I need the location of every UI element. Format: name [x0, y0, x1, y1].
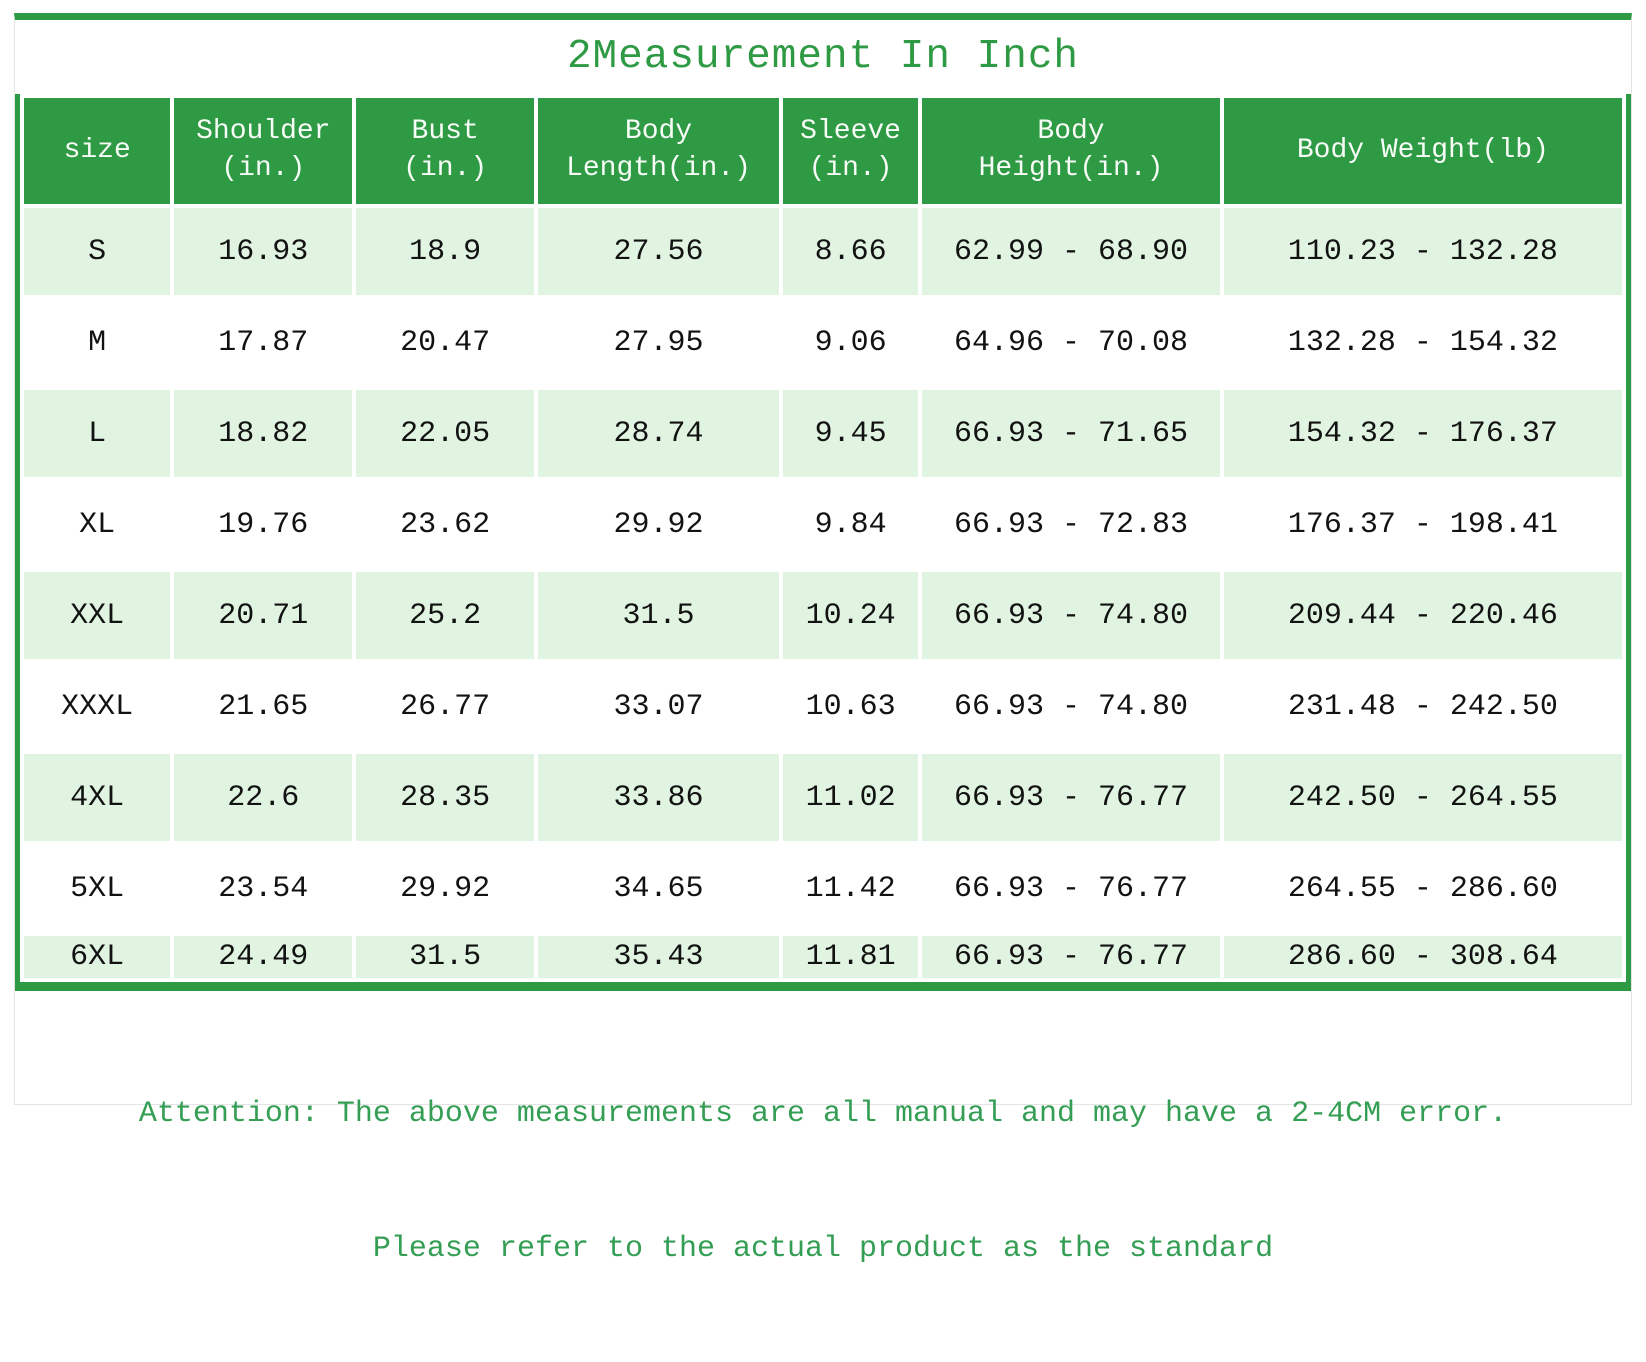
table-cell: 6XL: [24, 936, 171, 978]
table-cell: 286.60 - 308.64: [1223, 936, 1622, 978]
column-header: Sleeve (in.): [782, 98, 919, 204]
table-cell: 28.74: [538, 390, 779, 477]
table-cell: 66.93 - 74.80: [922, 572, 1220, 659]
table-cell: 62.99 - 68.90: [922, 208, 1220, 295]
table-cell: 154.32 - 176.37: [1223, 390, 1622, 477]
column-header: Body Height(in.): [922, 98, 1220, 204]
table-cell: 9.45: [782, 390, 919, 477]
table-cell: 231.48 - 242.50: [1223, 663, 1622, 750]
attention-note: Attention: The above measurements are al…: [15, 991, 1631, 1266]
table-cell: 26.77: [356, 663, 535, 750]
table-cell: 9.84: [782, 481, 919, 568]
table-cell: 25.2: [356, 572, 535, 659]
table-cell: 66.93 - 72.83: [922, 481, 1220, 568]
column-header: Bust (in.): [356, 98, 535, 204]
table-cell: 64.96 - 70.08: [922, 299, 1220, 386]
table-cell: 31.5: [538, 572, 779, 659]
table-cell: S: [24, 208, 171, 295]
table-cell: 11.81: [782, 936, 919, 978]
table-cell: 33.07: [538, 663, 779, 750]
table-row: L 18.82 22.05 28.74 9.45 66.93 - 71.65 154.32 …: [24, 390, 1622, 477]
header-row: size Shoulder (in.) Bust (in.) Body Length(in.…: [24, 98, 1622, 204]
table-row: XL 19.76 23.62 29.92 9.84 66.93 - 72.83 176.37…: [24, 481, 1622, 568]
note-line-1: Attention: The above measurements are al…: [138, 1097, 1508, 1131]
table-row: 5XL 23.54 29.92 34.65 11.42 66.93 - 76.77 264.…: [24, 845, 1622, 932]
table-cell: 264.55 - 286.60: [1223, 845, 1622, 932]
column-header: Shoulder (in.): [174, 98, 353, 204]
table-cell: 20.71: [174, 572, 353, 659]
table-row: 4XL 22.6 28.35 33.86 11.02 66.93 - 76.77 242.5…: [24, 754, 1622, 841]
table-cell: 22.05: [356, 390, 535, 477]
table-cell: 29.92: [538, 481, 779, 568]
table-cell: 10.63: [782, 663, 919, 750]
column-header: Body Weight(lb): [1223, 98, 1622, 204]
table-cell: 18.82: [174, 390, 353, 477]
table-cell: XXXL: [24, 663, 171, 750]
table-cell: L: [24, 390, 171, 477]
table-cell: 17.87: [174, 299, 353, 386]
table-cell: 4XL: [24, 754, 171, 841]
table-cell: 110.23 - 132.28: [1223, 208, 1622, 295]
table-cell: 11.42: [782, 845, 919, 932]
table-cell: 66.93 - 71.65: [922, 390, 1220, 477]
note-line-2: Please refer to the actual product as th…: [372, 1232, 1274, 1266]
table-cell: 8.66: [782, 208, 919, 295]
table-cell: 21.65: [174, 663, 353, 750]
table-cell: 66.93 - 76.77: [922, 936, 1220, 978]
table-cell: 33.86: [538, 754, 779, 841]
table-cell: 34.65: [538, 845, 779, 932]
column-header: size: [24, 98, 171, 204]
table-cell: 11.02: [782, 754, 919, 841]
table-cell: 19.76: [174, 481, 353, 568]
table-cell: XXL: [24, 572, 171, 659]
size-table: size Shoulder (in.) Bust (in.) Body Length(in.…: [20, 94, 1626, 982]
table-cell: 242.50 - 264.55: [1223, 754, 1622, 841]
table-cell: 23.54: [174, 845, 353, 932]
table-cell: 176.37 - 198.41: [1223, 481, 1622, 568]
table-row: XXL 20.71 25.2 31.5 10.24 66.93 - 74.80 209.44…: [24, 572, 1622, 659]
table-cell: 27.56: [538, 208, 779, 295]
table-cell: 209.44 - 220.46: [1223, 572, 1622, 659]
table-row: M 17.87 20.47 27.95 9.06 64.96 - 70.08 132.28 …: [24, 299, 1622, 386]
table-cell: 9.06: [782, 299, 919, 386]
table-wrap: size Shoulder (in.) Bust (in.) Body Length(in.…: [15, 94, 1631, 991]
table-cell: 28.35: [356, 754, 535, 841]
size-table-body: S 16.93 18.9 27.56 8.66 62.99 - 68.90 110.23 -…: [24, 208, 1622, 978]
table-row: XXXL 21.65 26.77 33.07 10.63 66.93 - 74.80 231…: [24, 663, 1622, 750]
table-cell: 66.93 - 74.80: [922, 663, 1220, 750]
table-row: 6XL 24.49 31.5 35.43 11.81 66.93 - 76.77 286.6…: [24, 936, 1622, 978]
table-cell: 66.93 - 76.77: [922, 754, 1220, 841]
table-cell: 5XL: [24, 845, 171, 932]
column-header: Body Length(in.): [538, 98, 779, 204]
table-cell: 132.28 - 154.32: [1223, 299, 1622, 386]
table-cell: 22.6: [174, 754, 353, 841]
title-band: 2Measurement In Inch: [15, 20, 1631, 94]
page-title: 2Measurement In Inch: [566, 34, 1080, 80]
table-cell: 20.47: [356, 299, 535, 386]
table-cell: 66.93 - 76.77: [922, 845, 1220, 932]
table-cell: 10.24: [782, 572, 919, 659]
table-cell: 35.43: [538, 936, 779, 978]
table-cell: 24.49: [174, 936, 353, 978]
table-cell: 31.5: [356, 936, 535, 978]
table-cell: 16.93: [174, 208, 353, 295]
table-cell: 18.9: [356, 208, 535, 295]
table-cell: 29.92: [356, 845, 535, 932]
size-chart-card: 2Measurement In Inch size Shoulder (in.) Bu…: [14, 13, 1632, 1266]
table-cell: 27.95: [538, 299, 779, 386]
table-cell: 23.62: [356, 481, 535, 568]
table-cell: XL: [24, 481, 171, 568]
table-row: S 16.93 18.9 27.56 8.66 62.99 - 68.90 110.23 -…: [24, 208, 1622, 295]
table-cell: M: [24, 299, 171, 386]
